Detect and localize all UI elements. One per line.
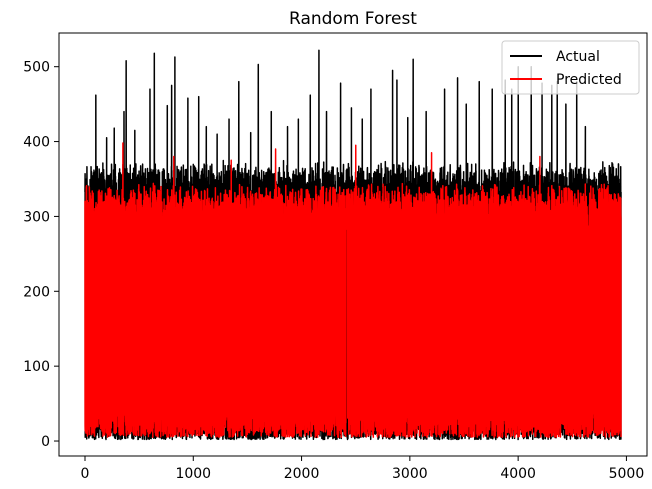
y-tick-label: 300 bbox=[23, 209, 50, 225]
y-tick-label: 200 bbox=[23, 284, 50, 300]
y-tick-label: 400 bbox=[23, 135, 50, 151]
legend-label-actual: Actual bbox=[556, 49, 600, 65]
x-axis-ticks: 0 1000 2000 3000 4000 5000 bbox=[81, 456, 645, 482]
y-tick-label: 500 bbox=[23, 60, 50, 76]
y-tick-label: 0 bbox=[41, 434, 50, 450]
x-tick-label: 1000 bbox=[175, 466, 211, 482]
x-tick-label: 3000 bbox=[392, 466, 428, 482]
legend-label-predicted: Predicted bbox=[556, 72, 622, 88]
x-tick-label: 0 bbox=[81, 466, 90, 482]
legend: Actual Predicted bbox=[501, 40, 640, 95]
series-layer bbox=[84, 49, 622, 441]
chart-title: Random Forest bbox=[289, 9, 417, 29]
x-tick-label: 2000 bbox=[284, 466, 320, 482]
x-tick-label: 5000 bbox=[609, 466, 645, 482]
legend-box bbox=[501, 40, 640, 95]
y-axis-ticks: 0 100 200 300 400 500 bbox=[23, 60, 59, 450]
series-line-predicted bbox=[84, 142, 622, 439]
plot-frame bbox=[58, 32, 648, 457]
plot-axes: 0 1000 2000 3000 4000 5000 0 100 200 300 400 500 bbox=[23, 32, 648, 482]
x-tick-label: 4000 bbox=[500, 466, 536, 482]
y-tick-label: 100 bbox=[23, 359, 50, 375]
